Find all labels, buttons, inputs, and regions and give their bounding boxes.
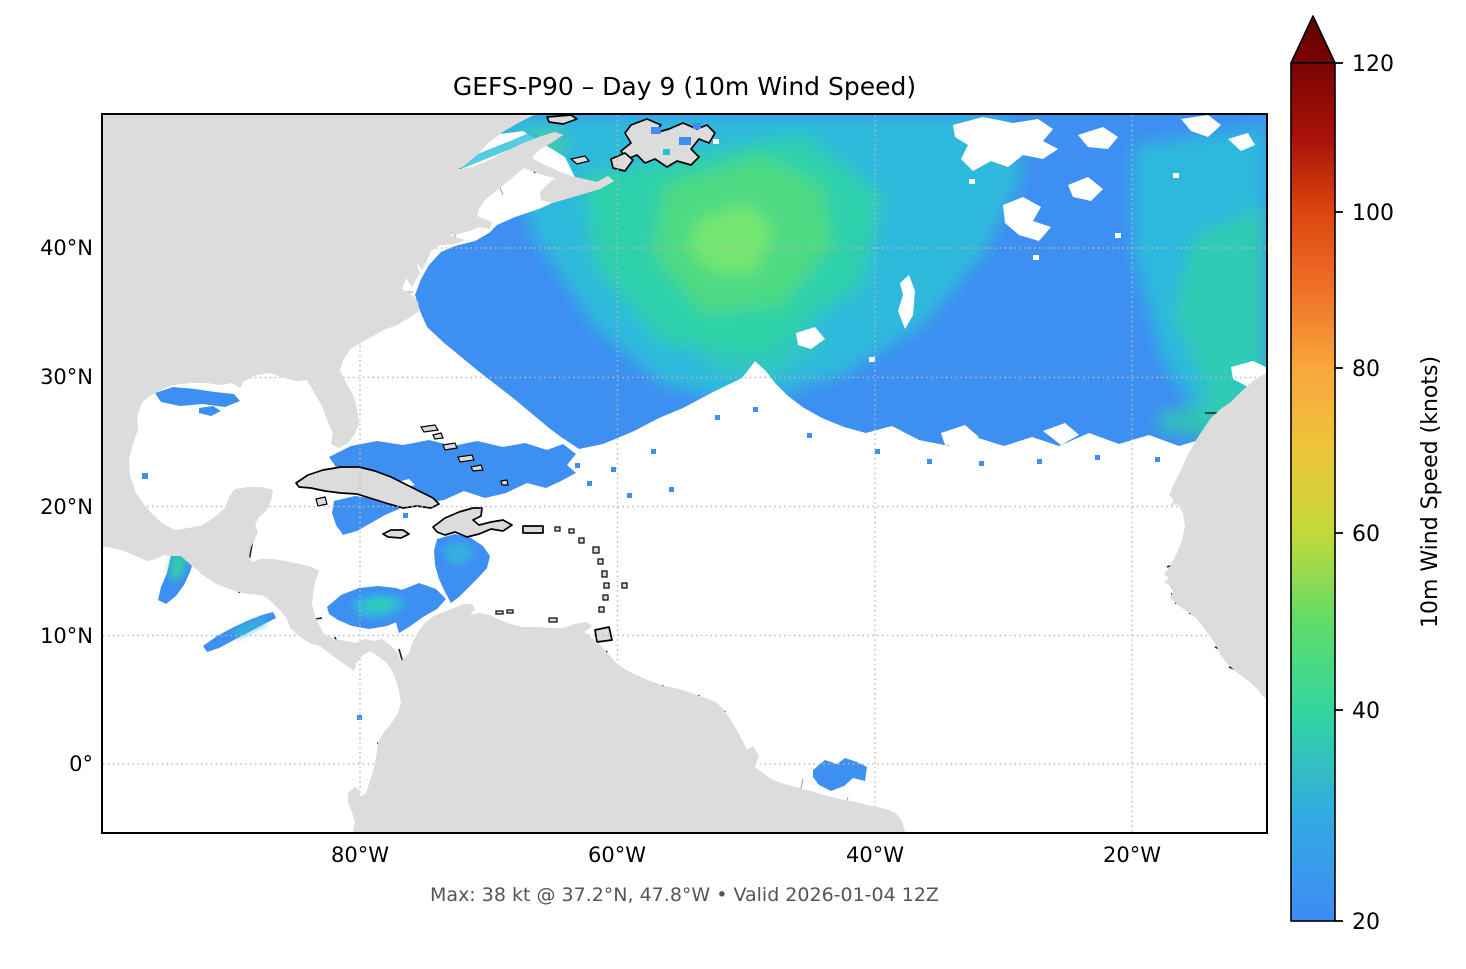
x-tick-40w: 40°W: [846, 843, 904, 867]
map-canvas: [103, 115, 1266, 832]
colorbar-tickmarks: [1335, 62, 1343, 922]
colorbar-gradient: [1290, 62, 1336, 922]
islands: [295, 115, 716, 643]
cb-tick-20: 20: [1352, 910, 1380, 935]
x-tick-60w: 60°W: [588, 843, 646, 867]
y-tick-30n: 30°N: [40, 365, 93, 389]
colorbar-axis-label: 10m Wind Speed (knots): [1418, 356, 1443, 628]
cb-tick-40: 40: [1352, 699, 1380, 724]
page-title: GEFS-P90 – Day 9 (10m Wind Speed): [452, 72, 917, 101]
gridlines: [103, 115, 1266, 832]
y-tick-10n: 10°N: [40, 624, 93, 648]
wind-field: [142, 115, 1266, 791]
y-tick-0: 0°: [69, 752, 93, 776]
cb-tick-120: 120: [1352, 52, 1394, 77]
y-tick-40n: 40°N: [40, 236, 93, 260]
map-frame: [101, 113, 1268, 834]
y-tick-20n: 20°N: [40, 495, 93, 519]
cb-tick-100: 100: [1352, 201, 1394, 226]
cb-tick-80: 80: [1352, 357, 1380, 382]
newfoundland-wind-specks: [651, 123, 701, 155]
cb-tick-60: 60: [1352, 522, 1380, 547]
caption: Max: 38 kt @ 37.2°N, 47.8°W • Valid 2026…: [430, 884, 939, 906]
x-tick-20w: 20°W: [1103, 843, 1161, 867]
x-tick-80w: 80°W: [331, 843, 389, 867]
lesser-antilles: [495, 526, 628, 623]
colorbar-extend-arrow: [1290, 15, 1336, 64]
bahamas: [420, 424, 509, 486]
colorbar: 120 100 80 60 40 20 10m Wind Speed (knot…: [1290, 15, 1443, 935]
